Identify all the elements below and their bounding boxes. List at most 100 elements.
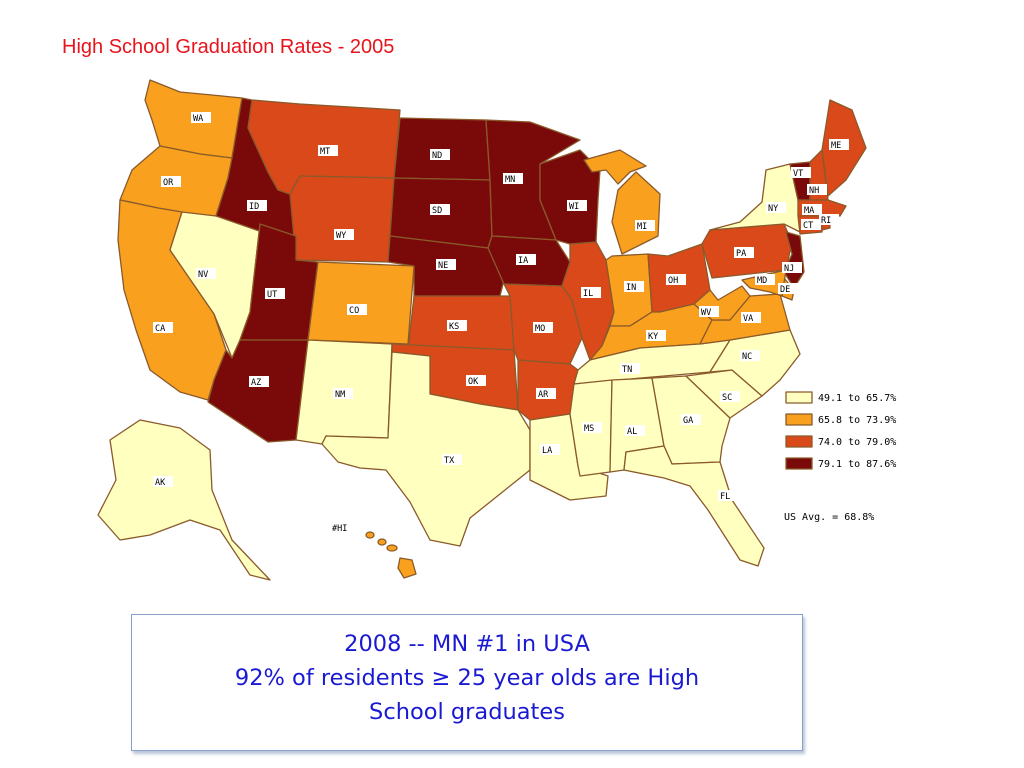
label-nj: NJ [782,262,802,274]
svg-text:AZ: AZ [251,378,261,388]
label-ma: MA [802,204,822,216]
state-hi-island-2[interactable] [377,538,387,546]
legend-swatch-4 [785,457,813,470]
label-az: AZ [249,376,269,388]
svg-text:IL: IL [583,289,593,299]
label-ok: OK [466,375,486,387]
svg-text:NJ: NJ [784,264,794,274]
svg-text:AL: AL [627,427,637,437]
state-hi-big-island[interactable] [397,557,417,579]
svg-text:ND: ND [432,151,442,161]
label-ks: KS [447,320,467,332]
svg-text:GA: GA [683,416,693,426]
svg-text:TN: TN [622,365,632,375]
label-ne: NE [436,259,456,271]
svg-text:DE: DE [780,285,790,295]
label-me: ME [829,139,849,151]
svg-text:NM: NM [335,390,345,400]
svg-text:WY: WY [336,231,346,241]
label-sd: SD [430,204,450,216]
svg-text:KY: KY [648,332,658,342]
legend-swatch-2 [785,413,813,426]
label-tx: TX [442,454,462,466]
svg-text:AK: AK [155,478,166,488]
svg-text:MT: MT [320,147,330,157]
state-mi-lower[interactable] [611,171,661,255]
svg-text:MS: MS [584,424,594,434]
svg-text:AR: AR [538,390,549,400]
callout-line-1: 2008 -- MN #1 in USA [344,631,590,657]
label-wy: WY [334,229,354,241]
label-il: IL [581,287,601,299]
label-tn: TN [620,363,640,375]
us-choropleth-map: WA OR CA NV ID MT WY UT AZ CO NM ND SD N… [97,79,896,581]
legend-swatch-1 [785,391,813,404]
state-mi[interactable] [583,149,647,185]
state-hi-island-1[interactable] [365,531,375,539]
legend: 49.1 to 65.7% 65.8 to 73.9% 74.0 to 79.0… [784,391,896,523]
svg-text:NE: NE [438,261,448,271]
label-al: AL [625,425,645,437]
svg-text:SD: SD [432,206,442,216]
svg-text:MO: MO [535,324,545,334]
label-ak: AK [153,476,173,488]
svg-text:NY: NY [768,204,778,214]
svg-text:PA: PA [736,249,746,259]
label-or: OR [161,176,181,188]
svg-text:WI: WI [569,202,579,212]
state-ny[interactable] [709,163,801,233]
label-fl: FL [718,490,738,502]
state-tx[interactable] [321,351,531,547]
svg-text:ME: ME [831,141,841,151]
svg-text:VA: VA [743,314,753,324]
label-va: VA [741,312,761,324]
label-de: DE [778,283,798,295]
label-nd: ND [430,149,450,161]
svg-text:MI: MI [637,222,647,232]
svg-text:KS: KS [449,322,459,332]
legend-label-3: 74.0 to 79.0% [818,437,896,448]
svg-text:WA: WA [193,114,203,124]
label-vt: VT [791,167,811,179]
svg-text:OH: OH [668,276,678,286]
state-hi-island-3[interactable] [386,544,398,552]
label-nh: NH [807,184,827,196]
label-hi: #HI [332,524,347,534]
us-average: US Avg. = 68.8% [784,512,874,523]
label-id: ID [247,200,267,212]
svg-text:OK: OK [468,377,479,387]
svg-text:VT: VT [793,169,803,179]
callout-line-3: School graduates [369,699,565,725]
label-nc: NC [740,350,760,362]
svg-text:FL: FL [720,492,730,502]
label-pa: PA [734,247,754,259]
state-fl[interactable] [623,445,765,567]
svg-text:LA: LA [542,446,552,456]
svg-text:CO: CO [349,306,359,316]
svg-text:NC: NC [742,352,752,362]
svg-text:TX: TX [444,456,455,466]
svg-text:MN: MN [505,175,515,185]
label-wv: WV [699,306,719,318]
label-nv: NV [196,268,216,280]
label-co: CO [347,304,367,316]
svg-text:CA: CA [155,324,165,334]
label-ri: RI [819,214,839,226]
label-ms: MS [582,422,602,434]
label-wa: WA [191,112,211,124]
state-labels: WA OR CA NV ID MT WY UT AZ CO NM ND SD N… [153,112,849,534]
svg-text:MD: MD [757,276,767,286]
state-ak[interactable] [97,419,271,581]
callout-line-2: 92% of residents ≥ 25 year olds are High [234,665,700,691]
slide-title: High School Graduation Rates - 2005 [62,36,395,58]
label-mn: MN [503,173,523,185]
state-wy[interactable] [289,175,395,263]
label-la: LA [540,444,560,456]
label-sc: SC [720,391,740,403]
label-wi: WI [567,200,587,212]
state-co[interactable] [307,261,415,345]
svg-text:MA: MA [804,206,814,216]
svg-text:IN: IN [626,283,636,293]
svg-text:OR: OR [163,178,174,188]
callout-box: 2008 -- MN #1 in USA 92% of residents ≥ … [131,614,803,751]
